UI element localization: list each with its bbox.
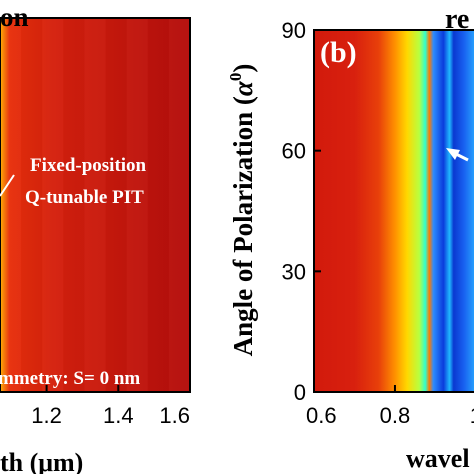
right-x-ticks: 0.6 0.8 1 — [306, 385, 474, 428]
left-title: on — [0, 2, 29, 32]
right-heatmap — [314, 30, 474, 392]
left-x-tick-label: 1.4 — [103, 403, 134, 428]
right-panel: 0.6 0.8 1 0 30 60 90 (b) re wavel Angle of Po… — [226, 4, 474, 473]
annotation-line-1: Fixed-position — [30, 155, 147, 176]
panel-label-b: (b) — [320, 36, 357, 69]
left-heatmap-column — [148, 18, 169, 392]
left-heatmap-column — [169, 18, 190, 392]
left-axes-frame — [0, 17, 191, 393]
right-x-tick-label: 0.6 — [306, 403, 337, 428]
right-y-axis-label: Angle of Polarization (α0) — [226, 64, 258, 357]
right-y-tick-label: 0 — [294, 380, 306, 405]
right-y-tick-label: 60 — [282, 139, 306, 164]
right-x-tick-label: 1 — [470, 403, 474, 428]
left-heatmap-column — [0, 18, 21, 392]
annotation-line-2: Q-tunable PIT — [25, 187, 144, 208]
left-x-ticks: 1.2 1.4 1.6 — [31, 385, 191, 428]
left-x-axis-label: th (μm) — [0, 448, 83, 474]
right-x-axis-label: wavel — [406, 444, 470, 473]
right-axes-frame — [313, 29, 474, 393]
right-y-tick-label: 30 — [282, 259, 306, 284]
annotation-pointer — [0, 174, 15, 197]
right-title: re — [445, 4, 469, 35]
right-y-ticks: 0 30 60 90 — [282, 18, 321, 405]
left-x-tick-label: 1.2 — [31, 403, 62, 428]
left-x-tick-label: 1.6 — [159, 403, 190, 428]
right-y-tick-label: 90 — [282, 18, 306, 43]
right-x-tick-label: 0.8 — [380, 403, 411, 428]
left-panel: 1.2 1.4 1.6 on Fixed-position Q-tunable PI… — [0, 2, 191, 474]
white-arrow — [446, 148, 469, 162]
left-footer-text: mmetry: S= 0 nm — [0, 368, 140, 389]
left-heatmap — [0, 18, 190, 392]
